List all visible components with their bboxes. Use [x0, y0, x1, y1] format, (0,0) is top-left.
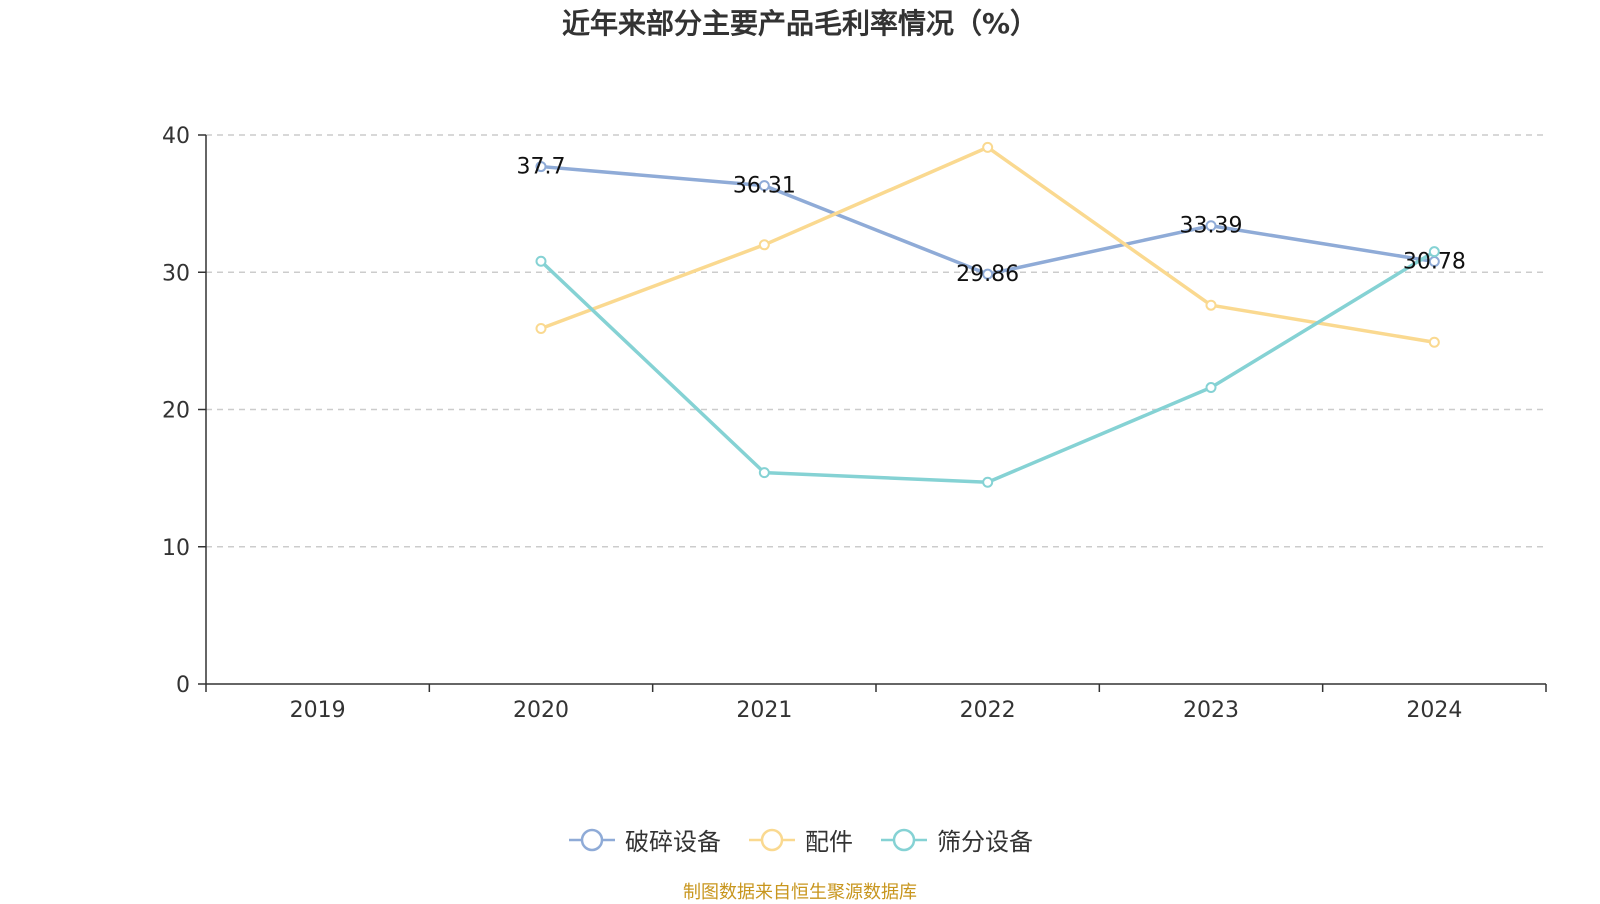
data-point [535, 255, 547, 267]
source-note: 制图数据来自恒生聚源数据库 [683, 882, 917, 903]
legend-label: 筛分设备 [937, 828, 1033, 856]
y-tick-label: 0 [176, 673, 190, 698]
data-point [1428, 246, 1440, 258]
y-tick-label: 20 [162, 399, 190, 424]
series-lines [535, 141, 1440, 488]
legend-item[interactable]: 破碎设备 [567, 822, 721, 857]
legend-line-circle-icon [749, 828, 795, 851]
data-label: 36.31 [733, 174, 796, 199]
y-tick-label: 10 [162, 536, 190, 561]
y-tick-label: 40 [162, 124, 190, 149]
data-point [1205, 220, 1217, 232]
data-point [758, 180, 770, 192]
chart-title: 近年来部分主要产品毛利率情况（%） [561, 7, 1039, 40]
data-label: 30.78 [1403, 250, 1466, 275]
data-point [982, 268, 994, 280]
data-point [982, 141, 994, 153]
data-label: 33.39 [1180, 214, 1243, 239]
data-point [535, 323, 547, 335]
data-point [1428, 336, 1440, 348]
data-label: 37.7 [517, 155, 566, 180]
legend-item[interactable]: 配件 [747, 822, 853, 857]
gridlines [206, 134, 1546, 548]
axes: 0 10 20 30 40 2019 2020 2021 2022 2023 2024 [162, 124, 1547, 723]
legend-label: 配件 [805, 828, 853, 856]
x-tick-label: 2019 [290, 698, 346, 723]
x-tick-label: 2024 [1406, 698, 1462, 723]
data-point [535, 161, 547, 173]
data-point [758, 467, 770, 479]
legend-line-circle-icon [881, 828, 927, 851]
data-label: 29.86 [956, 262, 1019, 287]
data-point [1205, 299, 1217, 311]
x-tick-label: 2023 [1183, 698, 1239, 723]
data-point [982, 476, 994, 488]
series-line [539, 164, 1437, 276]
legend-item[interactable]: 筛分设备 [879, 822, 1033, 857]
data-point [1205, 382, 1217, 394]
data-labels: 37.7 36.31 29.86 33.39 30.78 [517, 155, 1466, 288]
legend: 破碎设备 配件 筛分设备 [0, 822, 1600, 857]
x-tick-label: 2021 [736, 698, 792, 723]
x-tick-label: 2020 [513, 698, 569, 723]
data-point [758, 239, 770, 251]
y-tick-label: 30 [162, 261, 190, 286]
legend-label: 破碎设备 [625, 828, 721, 856]
legend-line-circle-icon [569, 828, 615, 851]
x-tick-label: 2022 [960, 698, 1016, 723]
